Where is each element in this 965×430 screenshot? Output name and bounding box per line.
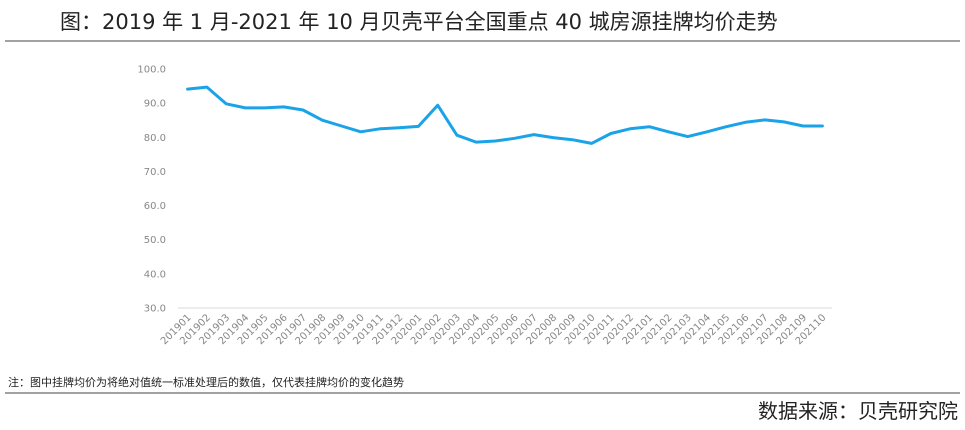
y-tick-label: 70.0 — [144, 167, 166, 178]
note: 注：图中挂牌均价为将绝对值统一标准处理后的数值，仅代表挂牌均价的变化趋势 — [8, 375, 404, 389]
chart-title: 图：2019 年 1 月-2021 年 10 月贝壳平台全国重点 40 城房源挂… — [60, 10, 778, 34]
y-tick-label: 80.0 — [144, 133, 166, 144]
line-series — [186, 85, 824, 145]
y-tick-label: 90.0 — [144, 99, 166, 110]
y-tick-label: 30.0 — [144, 304, 166, 315]
y-tick-label: 40.0 — [144, 269, 166, 280]
y-tick-label: 60.0 — [144, 201, 166, 212]
y-tick-label: 100.0 — [137, 65, 166, 76]
source: 数据来源：贝壳研究院 — [758, 399, 958, 423]
y-tick-label: 50.0 — [144, 235, 166, 246]
